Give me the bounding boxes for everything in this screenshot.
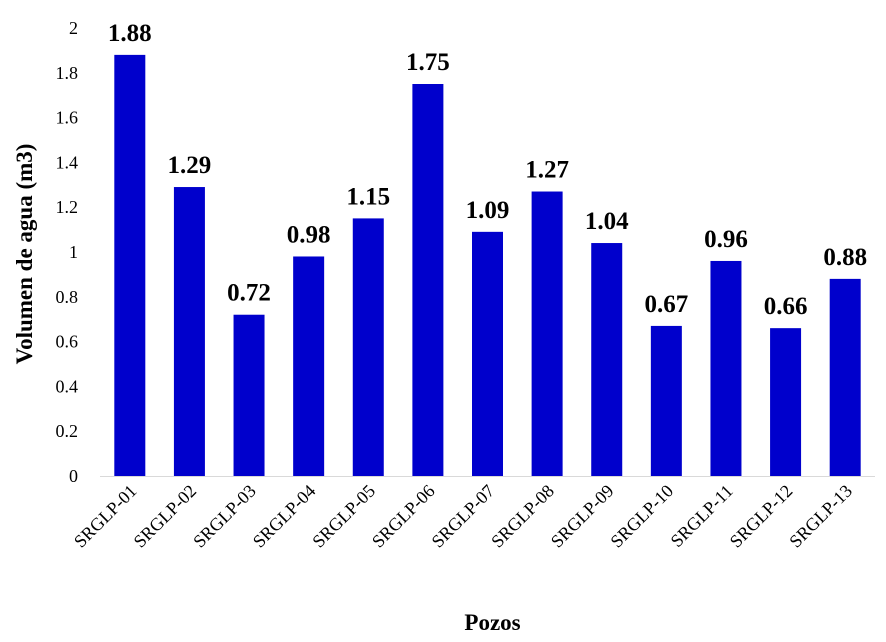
- x-tick-label: SRGLP-10: [606, 481, 677, 552]
- x-tick-label: SRGLP-11: [667, 481, 737, 551]
- x-axis-title: Pozos: [464, 610, 520, 635]
- y-tick-label: 0.8: [56, 287, 79, 307]
- y-tick-label: 2: [69, 18, 78, 38]
- data-label: 1.27: [525, 157, 569, 184]
- bar-srglp-03: [233, 314, 265, 476]
- data-label: 0.72: [227, 280, 271, 307]
- bars: [114, 54, 861, 477]
- bar-srglp-05: [352, 218, 384, 476]
- y-tick-label: 1.8: [56, 63, 79, 83]
- bar-srglp-07: [472, 231, 503, 476]
- y-tick-label: 0.6: [56, 332, 79, 352]
- bar-srglp-08: [531, 191, 563, 476]
- y-axis-title: Volumen de agua (m3): [12, 144, 37, 365]
- data-label: 0.66: [764, 293, 808, 320]
- data-label: 1.04: [585, 208, 629, 235]
- bar-srglp-02: [173, 187, 205, 477]
- data-label: 1.09: [466, 197, 510, 224]
- bar-srglp-10: [650, 325, 682, 476]
- y-tick-label: 1.2: [56, 197, 79, 217]
- x-tick-label: SRGLP-06: [368, 481, 439, 552]
- y-tick-label: 0: [69, 466, 78, 486]
- data-label: 1.75: [406, 49, 450, 76]
- x-tick-label: SRGLP-02: [130, 481, 201, 552]
- data-label: 0.67: [644, 291, 688, 318]
- x-tick-label: SRGLP-08: [487, 481, 558, 552]
- data-label: 0.98: [287, 221, 331, 248]
- bar-srglp-09: [591, 243, 623, 476]
- bar-srglp-01: [114, 54, 146, 476]
- bar-srglp-12: [770, 328, 802, 476]
- bar-srglp-04: [293, 256, 325, 476]
- x-tick-label: SRGLP-12: [726, 481, 797, 552]
- bar-srglp-11: [710, 260, 742, 476]
- data-label: 0.88: [823, 244, 867, 271]
- x-tick-label: SRGLP-13: [785, 481, 856, 552]
- y-tick-label: 1: [69, 242, 78, 262]
- bar-srglp-06: [412, 84, 444, 476]
- x-tick-label: SRGLP-05: [308, 481, 379, 552]
- x-tick-label: SRGLP-03: [189, 481, 260, 552]
- bar-srglp-13: [829, 278, 861, 476]
- data-label: 0.96: [704, 226, 748, 253]
- y-tick-label: 1.4: [56, 152, 79, 172]
- y-axis-ticks: 0 0.2 0.4 0.6 0.8 1 1.2 1.4 1.6 1.8 2: [56, 18, 79, 486]
- x-tick-label: SRGLP-01: [70, 481, 141, 552]
- x-axis-ticks: SRGLP-01SRGLP-02SRGLP-03SRGLP-04SRGLP-05…: [70, 481, 856, 552]
- y-tick-label: 0.2: [56, 421, 79, 441]
- y-tick-label: 0.4: [56, 376, 79, 396]
- x-tick-label: SRGLP-04: [249, 481, 320, 552]
- x-tick-label: SRGLP-07: [428, 481, 499, 552]
- y-tick-label: 1.6: [56, 108, 79, 128]
- data-labels: 1.88 1.29 0.72 0.98 1.15 1.75 1.09 1.27 1.04 0.67…: [108, 20, 867, 320]
- data-label: 1.29: [168, 152, 212, 179]
- data-label: 1.88: [108, 20, 152, 47]
- data-label: 1.15: [346, 183, 390, 210]
- x-tick-label: SRGLP-09: [547, 481, 618, 552]
